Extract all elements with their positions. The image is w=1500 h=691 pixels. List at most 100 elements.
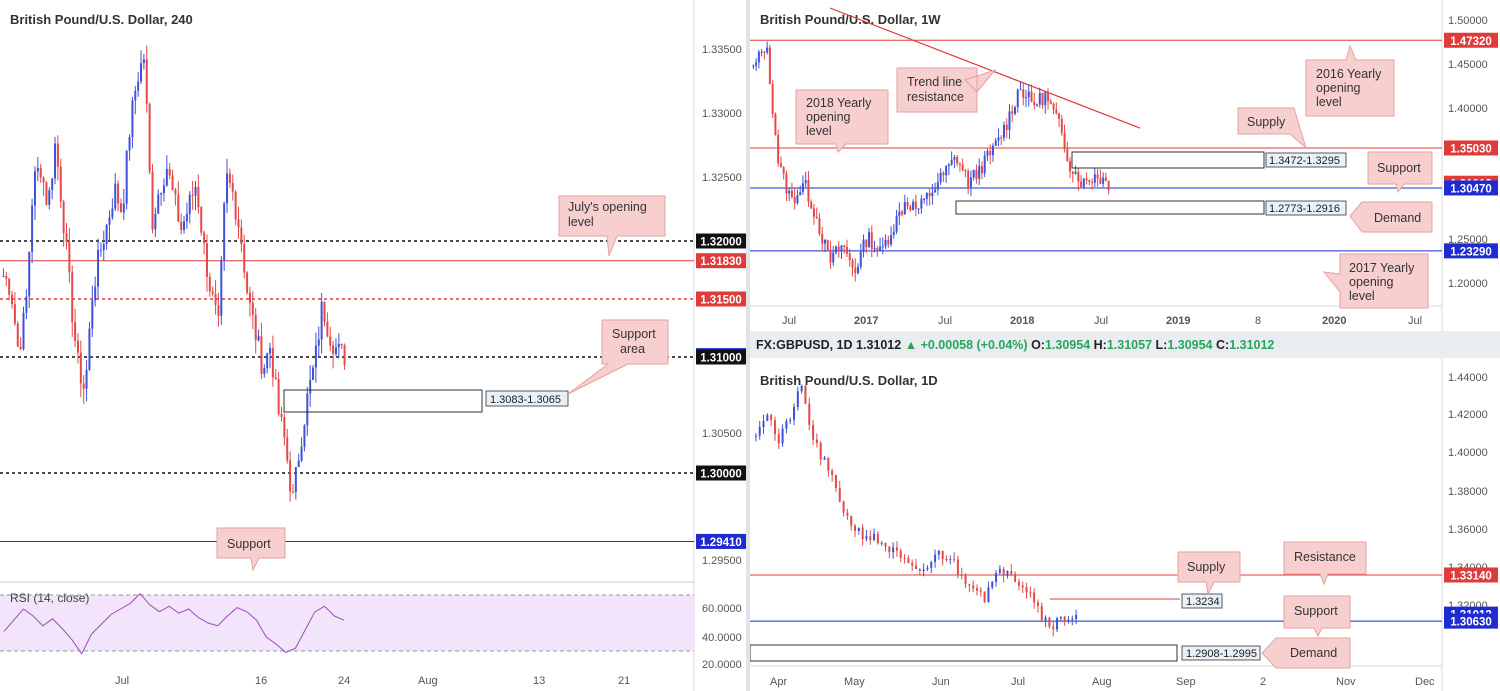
zone-label: 1.3472-1.3295 [1269,155,1340,167]
open-label: O: [1031,338,1045,352]
candle-body [102,244,105,250]
supply-zone[interactable]: 1.3472-1.3295 [1071,151,1347,169]
candle-body [271,348,274,378]
price-label-box [696,233,746,249]
candle-body [1038,92,1041,105]
price-label: 1.31500 [700,295,742,307]
candle-body [1040,606,1043,621]
price-label-box [696,349,746,365]
callout-bubble [558,195,666,257]
time-axis[interactable]: Jul 2017 Jul 2018 Jul 2019 8 2020 Jul [782,315,1422,327]
callout-demand[interactable]: Demand [1261,637,1351,669]
callout-bubble [1283,541,1367,586]
callout-2016-yearly-opening-level[interactable]: 2016 Yearly opening level [1305,44,1395,117]
callout-supply[interactable]: Supply [1177,551,1241,596]
callout-julys-opening-level[interactable]: July's opening level [558,195,666,257]
candle-body [291,491,294,493]
candle-body [907,558,910,563]
candle-body [25,296,28,313]
chart-panel-1w[interactable]: British Pound/U.S. Dollar, 1W 1.50000 1.… [750,0,1500,331]
x-tick: Jul [115,675,129,687]
callout-support-area[interactable]: Support area [567,319,669,395]
callout-2018-yearly-opening-level[interactable]: 2018 Yearly opening level [795,89,889,153]
candle-body [888,546,891,553]
candle-body [226,173,229,204]
chart-panel-1d[interactable]: British Pound/U.S. Dollar, 1D 1.44000 1.… [750,358,1500,691]
candle-body [779,163,782,168]
chart-240-svg[interactable]: British Pound/U.S. Dollar, 240 1.33500 1… [0,0,746,691]
rsi-pane[interactable]: RSI (14, close) 60.0000 40.0000 20.0000 [0,591,742,671]
callout-resistance[interactable]: Resistance [1283,541,1367,586]
candle-body [33,171,36,206]
chart-1d-svg[interactable]: British Pound/U.S. Dollar, 1D 1.44000 1.… [750,358,1500,691]
candle-body [826,240,829,250]
candle-body [111,208,114,218]
chart-1w-svg[interactable]: British Pound/U.S. Dollar, 1W 1.50000 1.… [750,0,1500,331]
candle-body [880,543,883,545]
price-label: 1.23290 [1450,246,1492,258]
panel-divider-vertical[interactable] [746,0,750,691]
supply-label-box [1181,593,1223,609]
candle-body [1085,178,1088,181]
callout-bubble [1349,201,1433,233]
price-axis[interactable]: 1.33500 1.33000 1.32500 1.30500 1.29500 [702,44,742,567]
chart-title: British Pound/U.S. Dollar, 1D [760,373,938,388]
candle-body [997,137,1000,141]
price-label-box [1444,180,1498,196]
candle-body [994,140,997,146]
candle-body [868,232,871,248]
candle-body [1041,92,1044,106]
candle-body [79,352,82,384]
panel-divider-horizontal [750,331,1500,358]
zone-label-box [485,390,569,407]
candle-body [22,312,25,349]
time-axis[interactable]: Apr May Jun Jul Aug Sep 2 Nov Dec [770,676,1435,688]
candle-body [884,239,887,247]
callout-demand[interactable]: Demand [1349,201,1433,233]
candle-body [300,446,303,461]
callout-supply[interactable]: Supply [1237,107,1307,150]
callout-support[interactable]: Support [1367,151,1433,194]
candle-body [1069,161,1072,172]
candle-body [1049,101,1052,104]
zone-box[interactable]: 1.3083-1.3065 [283,389,569,413]
candle-body [800,385,803,392]
candle-body [975,170,978,179]
candle-body [821,233,824,244]
rsi-label: RSI (14, close) [10,591,89,605]
candle-body [231,182,234,192]
candle-body [309,379,312,394]
price-axis[interactable]: 1.50000 1.45000 1.40000 1.25000 1.20000 [1448,15,1488,290]
candle-body [1071,618,1074,620]
candle-body [810,201,813,209]
symbol-label[interactable]: FX:GBPUSD, 1D [756,338,853,352]
candle-body [1088,180,1091,183]
candle-body [903,557,906,559]
callout-text: July's opening [568,200,647,214]
candle-body [240,227,243,245]
candle-body [91,300,94,329]
candle-body [790,190,793,198]
candle-body [248,292,251,303]
candle-body [211,291,214,294]
callout-support[interactable]: Support [216,527,286,572]
candle-body [837,246,840,251]
callout-support[interactable]: Support [1283,595,1351,638]
candle-body [918,568,921,572]
chart-panel-240[interactable]: British Pound/U.S. Dollar, 240 1.33500 1… [0,0,746,691]
candle-body [986,150,989,156]
callout-2017-yearly-opening-level[interactable]: 2017 Yearly opening level [1322,253,1429,309]
demand-zone[interactable]: 1.2773-1.2916 [955,200,1347,216]
time-axis[interactable]: Jul 16 24 Aug 13 21 [115,675,630,687]
close-value: 1.31012 [1229,338,1275,352]
candle-body [873,533,876,541]
callout-trend-line-resistance[interactable]: Trend line resistance [896,67,997,113]
candle-body [1074,171,1077,174]
high-label: H: [1093,338,1107,352]
price-label-box [696,291,746,307]
candle-body [901,211,904,215]
candle-body [1027,91,1030,98]
demand-zone[interactable]: 1.2908-1.2995 [750,644,1261,662]
candle-body [145,59,148,104]
trend-line[interactable] [829,7,1141,129]
